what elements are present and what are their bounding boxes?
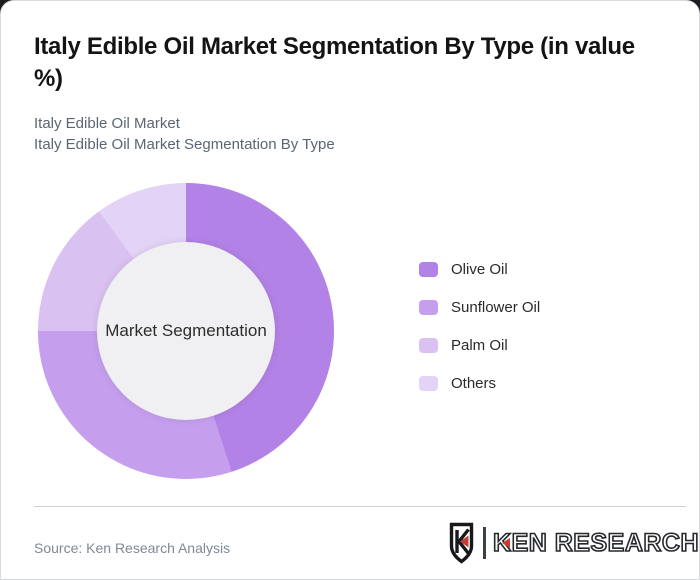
logo-red-triangle-icon bbox=[502, 538, 510, 548]
logo-letter-k: K bbox=[492, 528, 512, 558]
donut-ring: Market Segmentation bbox=[38, 183, 334, 479]
subtitle-line2: Italy Edible Oil Market Segmentation By … bbox=[34, 136, 335, 153]
legend-label-sunflower-oil: Sunflower Oil bbox=[451, 298, 541, 316]
legend-item-palm-oil: Palm Oil bbox=[419, 336, 540, 354]
legend-label-olive-oil: Olive Oil bbox=[451, 260, 508, 278]
legend-swatch-others bbox=[419, 375, 438, 391]
legend-swatch-palm-oil bbox=[419, 337, 438, 353]
source-text: Source: Ken Research Analysis bbox=[34, 540, 231, 556]
legend-item-others: Others bbox=[419, 374, 540, 392]
donut-hole: Market Segmentation bbox=[97, 242, 275, 420]
ken-research-shield-icon bbox=[449, 522, 474, 564]
legend-label-palm-oil: Palm Oil bbox=[451, 336, 508, 354]
logo-separator bbox=[483, 527, 486, 559]
subtitle-line1: Italy Edible Oil Market bbox=[34, 115, 180, 132]
legend-label-others: Others bbox=[451, 374, 497, 392]
logo-wordmark-rest: EN RESEARCH bbox=[511, 528, 700, 558]
donut-center-label: Market Segmentation bbox=[105, 321, 267, 340]
page-title-line2: %) bbox=[34, 65, 63, 92]
chart-subtitle: Italy Edible Oil Market Italy Edible Oil… bbox=[34, 113, 659, 155]
footer-divider bbox=[34, 506, 686, 507]
chart-legend: Olive Oil Sunflower Oil Palm Oil Others bbox=[419, 261, 540, 413]
logo-wordmark: K EN RESEARCH bbox=[492, 528, 700, 558]
page-title-line1: Italy Edible Oil Market Segmentation By … bbox=[34, 33, 635, 60]
legend-swatch-sunflower-oil bbox=[419, 299, 438, 315]
legend-item-olive-oil: Olive Oil bbox=[419, 260, 540, 278]
page-title: Italy Edible Oil Market Segmentation By … bbox=[34, 31, 669, 95]
legend-swatch-olive-oil bbox=[419, 261, 438, 277]
legend-item-sunflower-oil: Sunflower Oil bbox=[419, 298, 541, 316]
ken-research-logo: K EN RESEARCH bbox=[448, 522, 699, 564]
